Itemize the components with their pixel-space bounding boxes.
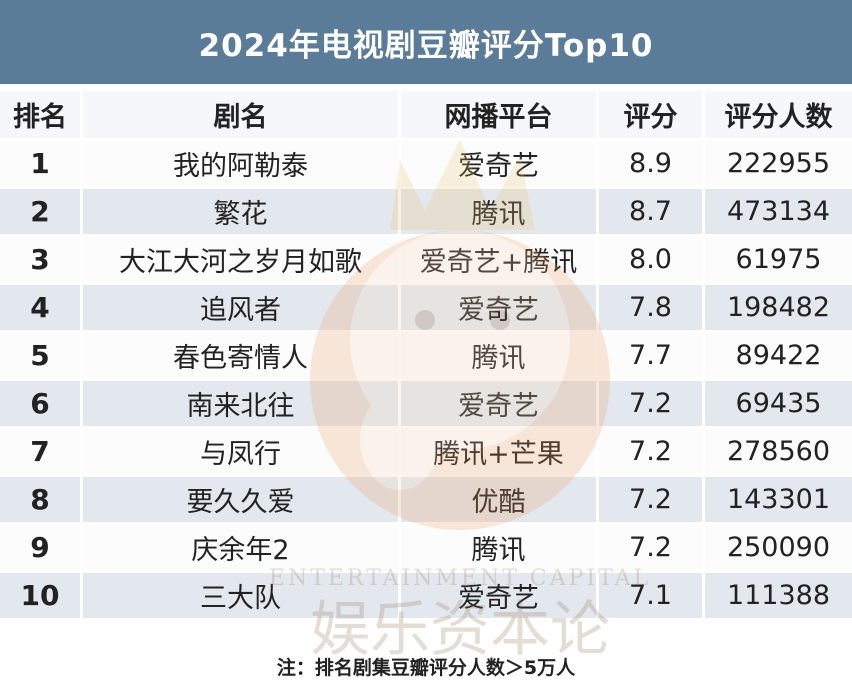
cell-platform: 腾讯: [398, 525, 596, 570]
cell-platform: 爱奇艺: [398, 381, 596, 426]
cell-score: 7.2: [596, 381, 702, 426]
cell-rank: 8: [0, 477, 80, 522]
cell-votes: 143301: [702, 477, 852, 522]
cell-votes: 278560: [702, 429, 852, 474]
table-row: 1 我的阿勒泰 爱奇艺 8.9 222955: [0, 141, 852, 186]
cell-name: 大江大河之岁月如歌: [80, 237, 398, 282]
cell-votes: 69435: [702, 381, 852, 426]
cell-name: 三大队: [80, 573, 398, 618]
cell-rank: 2: [0, 189, 80, 234]
cell-platform: 腾讯+芒果: [398, 429, 596, 474]
cell-score: 8.7: [596, 189, 702, 234]
cell-rank: 7: [0, 429, 80, 474]
cell-score: 7.1: [596, 573, 702, 618]
table-row: 4 追风者 爱奇艺 7.8 198482: [0, 285, 852, 330]
table-row: 3 大江大河之岁月如歌 爱奇艺+腾讯 8.0 61975: [0, 237, 852, 282]
cell-score: 8.9: [596, 141, 702, 186]
footnote: 注：排名剧集豆瓣评分人数＞5万人: [0, 644, 852, 688]
cell-rank: 9: [0, 525, 80, 570]
cell-rank: 1: [0, 141, 80, 186]
header-platform: 网播平台: [398, 91, 596, 138]
cell-rank: 6: [0, 381, 80, 426]
cell-platform: 爱奇艺: [398, 285, 596, 330]
cell-votes: 89422: [702, 333, 852, 378]
table-row: 8 要久久爱 优酷 7.2 143301: [0, 477, 852, 522]
cell-platform: 爱奇艺: [398, 573, 596, 618]
cell-name: 春色寄情人: [80, 333, 398, 378]
cell-platform: 爱奇艺: [398, 141, 596, 186]
header-votes: 评分人数: [702, 91, 852, 138]
cell-rank: 3: [0, 237, 80, 282]
cell-platform: 腾讯: [398, 333, 596, 378]
cell-name: 庆余年2: [80, 525, 398, 570]
cell-votes: 61975: [702, 237, 852, 282]
cell-name: 我的阿勒泰: [80, 141, 398, 186]
table-row: 6 南来北往 爱奇艺 7.2 69435: [0, 381, 852, 426]
cell-name: 南来北往: [80, 381, 398, 426]
title-bar: 2024年电视剧豆瓣评分Top10: [0, 0, 852, 84]
header-score: 评分: [596, 91, 702, 138]
cell-score: 8.0: [596, 237, 702, 282]
cell-votes: 250090: [702, 525, 852, 570]
cell-score: 7.2: [596, 429, 702, 474]
table-row: 2 繁花 腾讯 8.7 473134: [0, 189, 852, 234]
table-header-row: 排名 剧名 网播平台 评分 评分人数: [0, 91, 852, 138]
table-row: 5 春色寄情人 腾讯 7.7 89422: [0, 333, 852, 378]
table-row: 10 三大队 爱奇艺 7.1 111388: [0, 573, 852, 618]
cell-votes: 473134: [702, 189, 852, 234]
table-row: 9 庆余年2 腾讯 7.2 250090: [0, 525, 852, 570]
cell-name: 与凤行: [80, 429, 398, 474]
header-name: 剧名: [80, 91, 398, 138]
cell-score: 7.7: [596, 333, 702, 378]
footnote-text: 注：排名剧集豆瓣评分人数＞5万人: [276, 656, 576, 679]
ranking-table: 排名 剧名 网播平台 评分 评分人数 1 我的阿勒泰 爱奇艺 8.9 22295…: [0, 88, 852, 621]
cell-platform: 优酷: [398, 477, 596, 522]
header-rank: 排名: [0, 91, 80, 138]
cell-name: 追风者: [80, 285, 398, 330]
cell-platform: 腾讯: [398, 189, 596, 234]
cell-score: 7.8: [596, 285, 702, 330]
cell-votes: 198482: [702, 285, 852, 330]
table-row: 7 与凤行 腾讯+芒果 7.2 278560: [0, 429, 852, 474]
cell-rank: 4: [0, 285, 80, 330]
cell-rank: 10: [0, 573, 80, 618]
cell-votes: 222955: [702, 141, 852, 186]
cell-votes: 111388: [702, 573, 852, 618]
cell-name: 要久久爱: [80, 477, 398, 522]
cell-score: 7.2: [596, 477, 702, 522]
page-title: 2024年电视剧豆瓣评分Top10: [198, 27, 654, 64]
cell-rank: 5: [0, 333, 80, 378]
cell-score: 7.2: [596, 525, 702, 570]
cell-platform: 爱奇艺+腾讯: [398, 237, 596, 282]
cell-name: 繁花: [80, 189, 398, 234]
